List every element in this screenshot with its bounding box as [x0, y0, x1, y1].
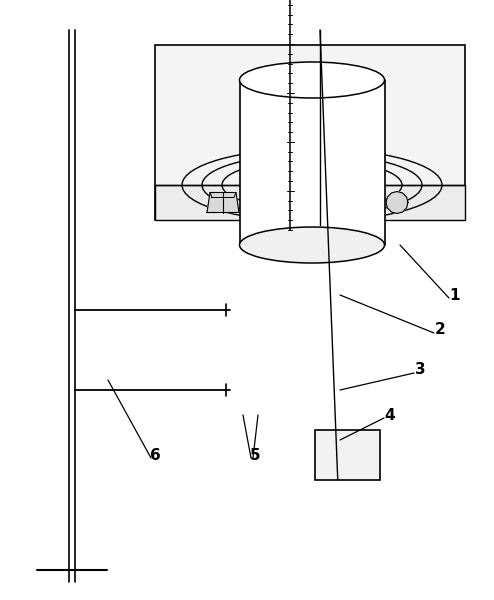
Ellipse shape: [240, 227, 384, 263]
Text: 1: 1: [450, 287, 460, 302]
Text: 4: 4: [385, 407, 395, 422]
Polygon shape: [207, 193, 239, 212]
Text: 5: 5: [249, 448, 260, 463]
Bar: [155, 185, 465, 220]
Text: 3: 3: [414, 362, 425, 377]
Bar: [155, 45, 465, 220]
Text: 2: 2: [435, 323, 446, 337]
Text: 6: 6: [150, 448, 161, 463]
Polygon shape: [386, 191, 408, 214]
Bar: [240, 80, 384, 245]
Bar: [315, 430, 380, 480]
Ellipse shape: [240, 62, 384, 98]
